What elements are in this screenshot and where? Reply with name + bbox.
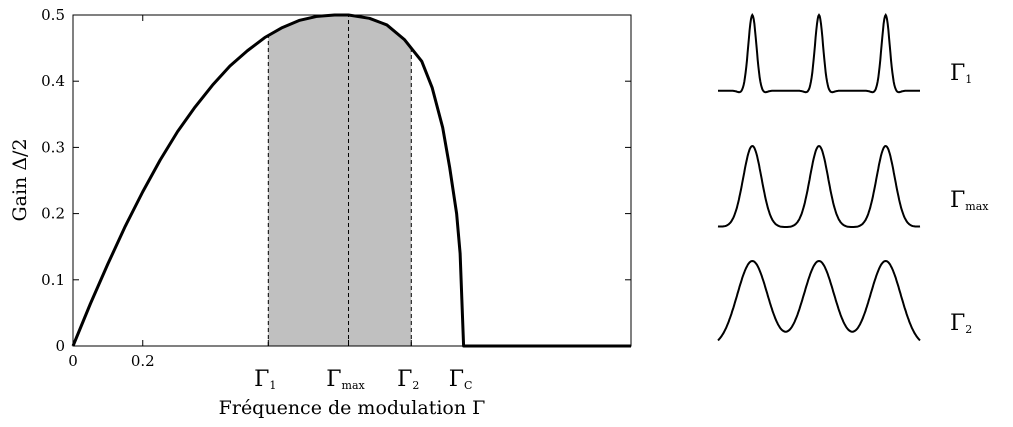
pulse-train-1 bbox=[717, 144, 921, 228]
y-tick-label-1: 0.1 bbox=[41, 271, 65, 289]
y-tick-label-4: 0.4 bbox=[41, 72, 65, 90]
x-marker-label-3: ΓC bbox=[449, 367, 473, 392]
x-marker-label-2: Γ2 bbox=[397, 367, 419, 392]
y-axis-title: Gain Δ/2 bbox=[9, 138, 31, 221]
x-marker-label-0: Γ1 bbox=[254, 367, 276, 392]
pulse-label-1: Γmax bbox=[950, 188, 989, 213]
y-tick-label-0: 0 bbox=[55, 337, 65, 355]
pulse-panels: Γ1 Γmax Γ2 bbox=[717, 13, 989, 342]
x-tick-label-1: 0.2 bbox=[131, 352, 155, 370]
x-marker-label-1: Γmax bbox=[326, 367, 365, 392]
main-chart: 00.10.20.30.40.5 0 0.2 Γ1 Γmax Γ2 ΓC Fréquen… bbox=[9, 6, 632, 419]
shaded-area bbox=[268, 15, 412, 346]
pulse-label-0: Γ1 bbox=[950, 61, 972, 86]
y-tick-label-5: 0.5 bbox=[41, 6, 65, 24]
shaded-region-layer bbox=[268, 15, 412, 346]
plot-frame bbox=[72, 14, 632, 347]
x-tick-label-0: 0 bbox=[68, 352, 78, 370]
y-ticks: 0 0.1 0.2 0.3 0.4 0.5 bbox=[41, 6, 631, 355]
x-axis-title: Fréquence de modulation Γ bbox=[219, 397, 486, 419]
x-ticks: 0 0.2 bbox=[68, 15, 155, 370]
marker-lines-layer bbox=[267, 15, 412, 346]
y-tick-label-2: 0.2 bbox=[41, 205, 65, 223]
pulse-train-2 bbox=[717, 259, 921, 342]
pulse-label-2: Γ2 bbox=[950, 311, 972, 336]
x-gamma-markers: Γ1 Γmax Γ2 ΓC bbox=[254, 340, 472, 392]
pulse-train-0 bbox=[718, 13, 920, 94]
y-tick-label-3: 0.3 bbox=[41, 138, 65, 156]
